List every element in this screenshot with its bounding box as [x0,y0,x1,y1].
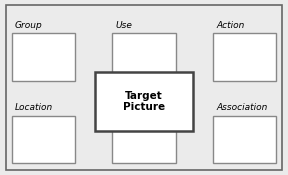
Bar [12,116,75,163]
Text: Group: Group [14,21,42,30]
Bar [213,33,276,80]
Bar [112,33,176,80]
Bar [112,116,176,163]
Text: Association: Association [216,103,267,112]
Text: Target
Picture: Target Picture [123,91,165,112]
Text: Location: Location [14,103,53,112]
Bar [95,72,193,131]
Bar [213,116,276,163]
Text: Properties: Properties [115,103,161,112]
Text: Use: Use [115,21,132,30]
Bar [12,33,75,80]
Text: Action: Action [216,21,245,30]
